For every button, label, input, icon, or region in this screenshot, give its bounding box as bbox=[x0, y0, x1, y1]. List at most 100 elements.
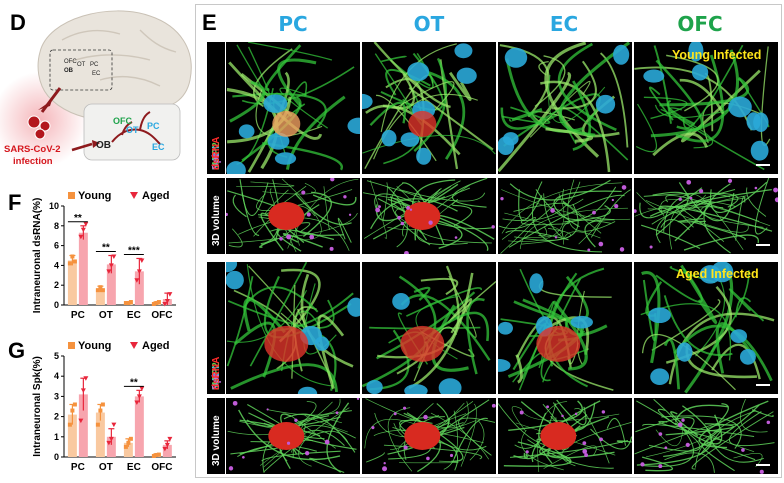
bar-aged-ec bbox=[134, 271, 144, 305]
panel-letter-e: E bbox=[202, 10, 217, 35]
y-tick-label: 1 bbox=[54, 432, 59, 442]
y-tick-label: 0 bbox=[54, 300, 59, 310]
data-point-young bbox=[156, 452, 161, 457]
legend-marker-aged bbox=[130, 192, 138, 199]
x-tick-label-pc: PC bbox=[71, 310, 85, 321]
chart-f: 0 2 4 6 8 10 Intraneuronal dsRNA(%) Young Aged PC… bbox=[32, 190, 176, 321]
bar-young-pc bbox=[67, 260, 77, 305]
scale-bar bbox=[756, 464, 770, 466]
pathway-label-ec: EC bbox=[152, 142, 165, 152]
x-tick-label-ot: OT bbox=[99, 310, 113, 321]
brain-schematic: OFC OT PC OB EC SARS-CoV-2 infection OFC… bbox=[0, 10, 192, 168]
region-label-ofc: OFC bbox=[64, 59, 77, 65]
bar-young-pc bbox=[67, 414, 77, 457]
data-point-aged bbox=[162, 446, 168, 452]
volume-render-young-ot bbox=[362, 178, 496, 254]
young-infected-label: Young Infected bbox=[672, 48, 762, 62]
legend-label-aged: Aged bbox=[142, 340, 170, 352]
region-label-pc: PC bbox=[90, 62, 99, 68]
stain-label-young: DAPI MAP2 Spk dsRNA bbox=[207, 42, 225, 174]
volume-label-aged: 3D volume bbox=[207, 398, 225, 474]
data-point-young bbox=[100, 402, 105, 407]
x-tick-label-ot: OT bbox=[99, 462, 113, 473]
x-tick-label-ec: EC bbox=[127, 310, 141, 321]
y-tick-label: 8 bbox=[54, 221, 59, 231]
legend-marker-young bbox=[68, 342, 75, 349]
column-header-ot: OT bbox=[413, 12, 445, 36]
data-point-aged bbox=[83, 376, 89, 381]
pathway-inset bbox=[83, 103, 181, 161]
significance-label: ** bbox=[74, 213, 82, 224]
column-header-ofc: OFC bbox=[677, 12, 723, 36]
chart-g: 0 1 2 3 4 5 Intraneuronal Spk(%) Young Aged PC OT E… bbox=[32, 340, 176, 473]
virus-particle-1 bbox=[27, 115, 41, 129]
volume-render-young-pc bbox=[226, 178, 360, 254]
data-point-young bbox=[70, 408, 75, 413]
data-point-young bbox=[72, 402, 77, 407]
data-point-young bbox=[128, 300, 133, 305]
data-point-aged bbox=[134, 278, 140, 283]
region-box bbox=[49, 49, 113, 91]
data-point-young bbox=[98, 408, 103, 413]
data-point-young bbox=[98, 285, 103, 290]
virus-label-2: infection bbox=[13, 156, 53, 167]
volume-render-aged-ot bbox=[362, 398, 496, 474]
scale-bar bbox=[756, 384, 770, 386]
data-point-aged bbox=[80, 227, 86, 233]
panel-letter-g: G bbox=[8, 338, 26, 363]
data-point-young bbox=[70, 254, 75, 259]
data-point-young bbox=[128, 436, 133, 441]
micrograph-young-ec bbox=[498, 42, 632, 174]
micrograph-aged-ec bbox=[498, 262, 632, 394]
data-point-young bbox=[154, 301, 159, 306]
legend-label-young: Young bbox=[78, 190, 111, 202]
data-point-young bbox=[154, 452, 159, 457]
data-point-aged bbox=[139, 386, 145, 391]
bar-aged-ec bbox=[134, 396, 144, 457]
y-tick-label: 0 bbox=[54, 452, 59, 462]
y-tick-label: 5 bbox=[54, 351, 59, 361]
data-point-aged bbox=[83, 221, 89, 227]
bar-aged-ofc bbox=[162, 444, 172, 457]
legend-marker-young bbox=[68, 192, 75, 199]
x-tick-label-ofc: OFC bbox=[151, 310, 172, 321]
bar-aged-pc bbox=[78, 394, 88, 457]
data-point-aged bbox=[106, 440, 112, 446]
y-tick-label: 4 bbox=[54, 371, 59, 381]
data-point-young bbox=[95, 288, 100, 293]
micrograph-aged-pc bbox=[226, 262, 360, 394]
volume-render-aged-ec bbox=[498, 398, 632, 474]
data-point-aged bbox=[78, 418, 84, 424]
data-point-young bbox=[156, 300, 161, 305]
data-point-young bbox=[95, 422, 100, 427]
micrograph-young-ot bbox=[362, 42, 496, 174]
data-point-young bbox=[67, 422, 72, 427]
significance-label: ** bbox=[102, 243, 110, 254]
data-point-aged bbox=[167, 436, 173, 442]
micrograph-aged-ot bbox=[362, 262, 496, 394]
stain-dsrna: dsRNA bbox=[211, 356, 222, 390]
virus-particle-3 bbox=[34, 128, 46, 140]
data-point-young bbox=[72, 259, 77, 264]
volume-render-young-ec bbox=[498, 178, 632, 254]
data-point-young bbox=[151, 453, 156, 458]
stain-dsrna: dsRNA bbox=[211, 136, 222, 170]
data-point-aged bbox=[80, 388, 86, 393]
data-point-young bbox=[67, 261, 72, 266]
bar-aged-ot bbox=[106, 264, 116, 305]
panel-letter-f: F bbox=[8, 190, 22, 215]
data-point-aged bbox=[111, 422, 117, 428]
legend-label-aged: Aged bbox=[142, 190, 170, 202]
y-tick-label: 10 bbox=[49, 201, 59, 211]
panel-letter-d: D bbox=[10, 10, 26, 35]
data-point-young bbox=[126, 301, 131, 306]
data-point-aged bbox=[78, 234, 84, 240]
scale-bar bbox=[756, 164, 770, 166]
volume-render-young-ofc bbox=[634, 178, 778, 254]
data-point-aged bbox=[136, 394, 142, 399]
y-axis-label: Intraneuronal Spk(%) bbox=[32, 356, 43, 457]
y-tick-label: 4 bbox=[54, 260, 59, 270]
data-point-young bbox=[151, 302, 156, 307]
data-point-aged bbox=[111, 254, 117, 259]
volume-render-aged-ofc bbox=[634, 398, 778, 474]
